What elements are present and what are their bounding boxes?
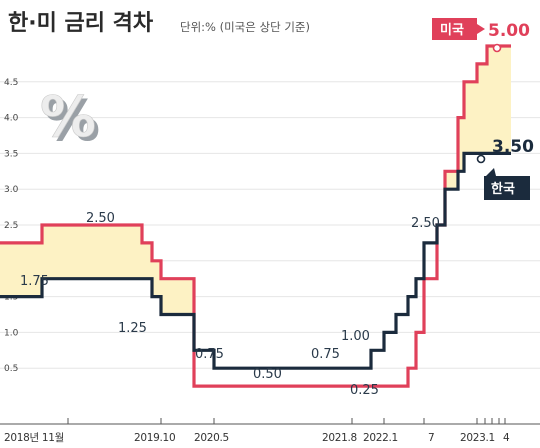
data-label-us-2022-july: 2.50 (411, 216, 440, 231)
kr-end-marker (476, 154, 486, 164)
kr-badge-label: 한국 (491, 181, 515, 197)
x-tick-label: 2023.1 (460, 432, 495, 444)
svg-text:%: % (40, 85, 96, 150)
y-tick-label: 0.5 (4, 364, 18, 374)
y-tick-labels: 0.51.01.52.02.53.03.54.04.5 (4, 78, 19, 374)
data-label-kr-2018: 1.75 (20, 274, 49, 289)
x-tick-label: 2022.1 (363, 432, 398, 444)
us-badge: 미국 (432, 18, 485, 40)
y-tick-label: 3.0 (4, 185, 19, 195)
x-tick-label: 7 (428, 432, 434, 444)
data-label-kr-2022: 1.00 (341, 329, 370, 344)
data-label-kr-2019: 1.25 (118, 321, 147, 336)
us-rate-line (0, 44, 511, 388)
kr-badge: 한국 (484, 168, 530, 200)
us-end-value: 5.00 (488, 21, 530, 41)
data-label-kr-2020-low: 0.50 (253, 367, 282, 382)
x-tick-label: 2019.10 (134, 432, 175, 444)
us-badge-label: 미국 (440, 22, 464, 38)
x-tick-label: 4 (503, 432, 510, 444)
data-label-kr-2021: 0.75 (311, 347, 340, 362)
svg-text:%: % (44, 89, 100, 154)
x-tick-label: 2018년 11월 (4, 432, 64, 444)
x-tick-label: 2020.5 (194, 432, 229, 444)
y-tick-label: 2.5 (4, 221, 18, 231)
data-label-us-2022: 0.25 (350, 383, 379, 398)
y-tick-label: 4.5 (4, 78, 18, 88)
gap-area (0, 46, 511, 315)
data-label-us-2019: 2.50 (86, 211, 115, 226)
kr-end-value: 3.50 (492, 137, 534, 157)
x-tick-label: 2021.8 (322, 432, 357, 444)
data-label-kr-2020: 0.75 (195, 347, 224, 362)
unit-note: 단위:% (미국은 상단 기준) (180, 20, 310, 34)
kr-rate-line (0, 151, 511, 370)
y-tick-label: 4.0 (4, 114, 19, 124)
y-tick-label: 3.5 (4, 149, 18, 159)
percent-icon: % % (40, 85, 100, 154)
x-tick-labels: 2018년 11월 2019.10 2020.5 2021.8 2022.1 7 2023.… (4, 418, 510, 444)
y-tick-label: 1.0 (4, 328, 19, 338)
chart-title: 한·미 금리 격차 (8, 11, 154, 36)
us-end-marker (492, 43, 502, 53)
